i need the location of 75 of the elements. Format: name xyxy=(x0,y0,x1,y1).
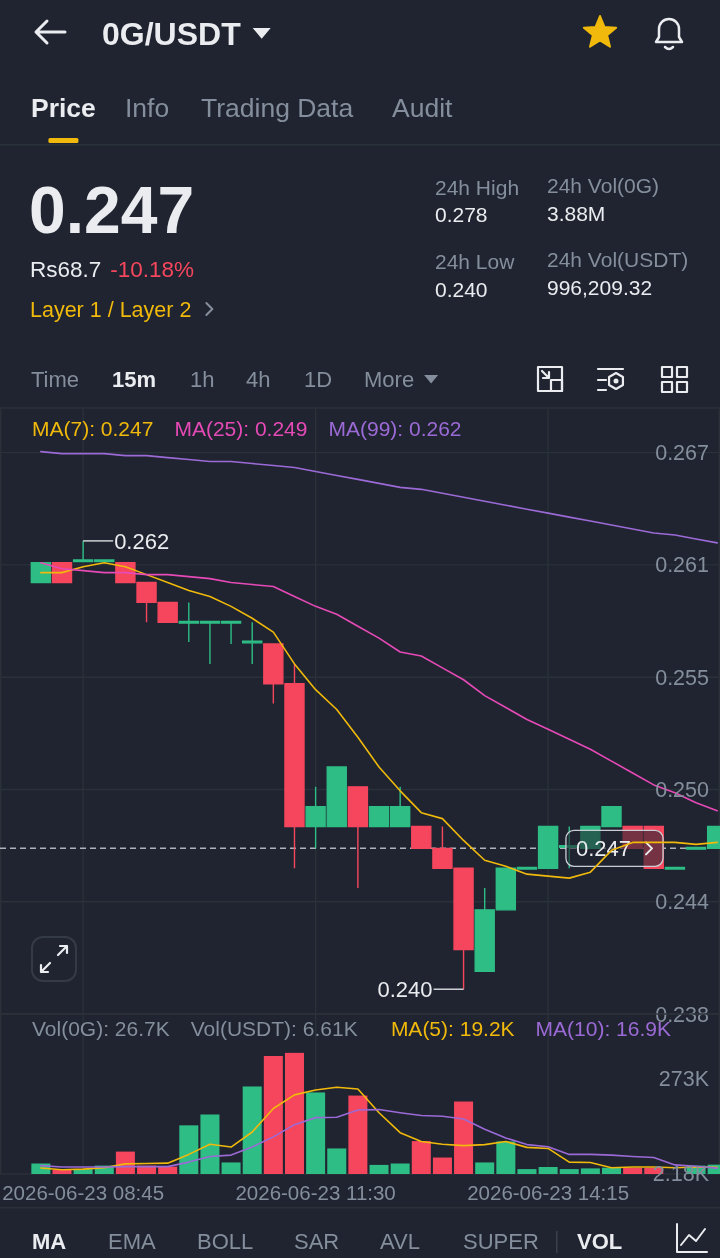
x-tick-label: 2026-06-23 11:30 xyxy=(235,1181,396,1204)
text: 4h xyxy=(246,367,271,392)
bar xyxy=(454,1101,474,1174)
text: VOL xyxy=(577,1229,623,1254)
bar xyxy=(242,1086,262,1174)
text: 24h Low xyxy=(435,250,516,273)
text: BOLL xyxy=(197,1229,254,1254)
text: AVL xyxy=(380,1229,420,1254)
text: MA(25): 0.249 xyxy=(174,417,308,440)
text: Audit xyxy=(392,93,454,123)
text: 1h xyxy=(190,367,215,392)
bar xyxy=(580,1168,600,1174)
text: Rs68.7 xyxy=(30,257,102,282)
text: More xyxy=(364,367,415,392)
text: Trading Data xyxy=(201,93,354,123)
text: -10.18% xyxy=(110,257,195,282)
text: 0.240 xyxy=(435,278,488,301)
candlestick xyxy=(30,562,52,584)
y-tick-label: 0.244 xyxy=(655,890,710,915)
bar xyxy=(602,1167,622,1174)
text: Price xyxy=(31,93,96,123)
text: SUPER xyxy=(463,1229,539,1254)
bar xyxy=(390,1163,410,1174)
annotation: 0.240 xyxy=(377,977,433,1003)
bar xyxy=(179,1125,199,1174)
text: SAR xyxy=(294,1229,340,1254)
series-label: MA(99): 0.262 xyxy=(328,417,462,440)
bar xyxy=(221,1162,241,1174)
y-tick-label: 273K xyxy=(658,1066,710,1091)
bar xyxy=(327,1148,347,1174)
bar xyxy=(369,1164,389,1174)
annotation: 0.262 xyxy=(114,528,170,554)
annotation: Vol(0G): 26.7K xyxy=(32,1017,170,1040)
y-tick-label: 0.261 xyxy=(655,553,709,578)
bar xyxy=(411,1141,431,1174)
text: 1D xyxy=(304,367,333,392)
text: 24h High xyxy=(435,176,520,199)
y-tick-label: 2.18K xyxy=(652,1161,710,1186)
bar xyxy=(538,1167,558,1174)
text: Info xyxy=(125,93,170,123)
bar xyxy=(475,1162,495,1174)
text: EMA xyxy=(108,1229,156,1254)
text: 0.247 xyxy=(29,173,195,247)
bar xyxy=(158,1166,178,1174)
bar xyxy=(200,1114,220,1174)
text: 3.88M xyxy=(547,202,606,225)
text: 996,209.32 xyxy=(547,276,653,299)
text: MA(5): 19.2K xyxy=(390,1017,515,1040)
x-tick-label: 2026-06-23 08:45 xyxy=(2,1181,165,1204)
text: Layer 1 / Layer 2 xyxy=(30,298,192,322)
bar xyxy=(623,1167,643,1174)
text: MA xyxy=(32,1229,67,1254)
y-tick-label: 0.267 xyxy=(655,441,709,466)
text: 15m xyxy=(112,367,157,392)
x-tick-label: 2026-06-23 14:15 xyxy=(467,1181,630,1204)
candlestick xyxy=(347,786,369,889)
text: 0.278 xyxy=(435,203,488,226)
bar xyxy=(52,1169,72,1174)
y-tick-label: 0.255 xyxy=(655,665,710,690)
text: 0G/USDT xyxy=(102,16,242,52)
bar xyxy=(348,1095,368,1174)
text: 24h Vol(0G) xyxy=(547,174,660,197)
text: MA(7): 0.247 xyxy=(32,417,154,440)
text: Time xyxy=(31,367,80,392)
bar xyxy=(263,1056,283,1174)
bar xyxy=(432,1157,452,1174)
bar xyxy=(306,1092,326,1174)
candlestick xyxy=(242,621,263,665)
bar xyxy=(284,1052,304,1174)
bar xyxy=(517,1169,537,1174)
candlestick xyxy=(664,866,686,870)
annotation: Vol(USDT): 6.61K xyxy=(190,1017,358,1040)
text: 24h Vol(USDT) xyxy=(547,248,689,271)
bar xyxy=(559,1169,579,1174)
bar xyxy=(496,1141,516,1174)
